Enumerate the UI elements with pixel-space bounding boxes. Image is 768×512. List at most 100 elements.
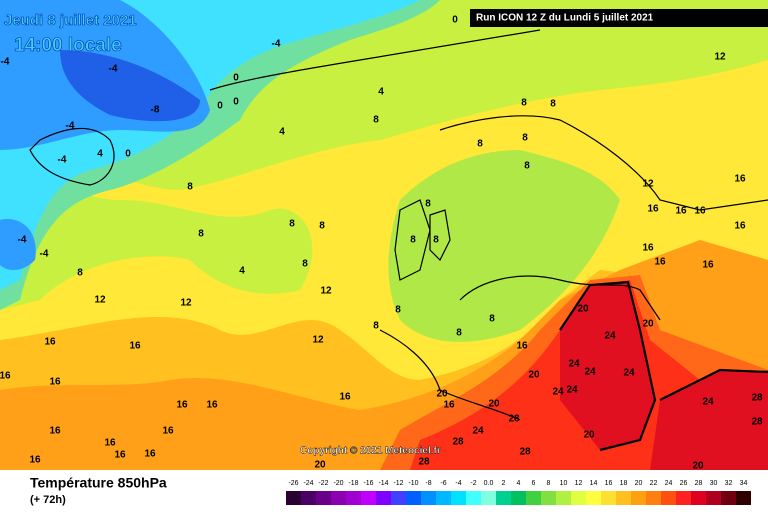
colorbar-swatch [466,491,481,505]
colorbar-label: 4 [517,480,521,487]
contour-label: 16 [206,400,218,411]
contour-label: 8 [550,99,556,110]
colorbar-swatch [661,491,676,505]
cold-core [60,50,200,122]
colorbar-swatch [391,491,406,505]
contour-label: 24 [604,331,616,342]
contour-label: -4 [66,121,75,132]
contour-label: -4 [272,39,281,50]
contour-label: 8 [489,314,495,325]
run-label: Run ICON 12 Z du Lundi 5 juillet 2021 [476,13,654,24]
contour-label: 16 [642,243,654,254]
colorbar-label: -12 [393,480,403,487]
colorbar-swatch [511,491,526,505]
contour-label: 24 [566,385,578,396]
contour-label: 16 [49,377,61,388]
colorbar-swatch [691,491,706,505]
contour-label: 0 [452,15,458,26]
run-label-bg [470,9,768,27]
contour-label: 24 [623,368,635,379]
contour-label: 8 [410,235,416,246]
contour-label: 16 [654,257,666,268]
colorbar: -26 -24 -22 -20 -18 -16 -14 -12 -10 -8 -6 -4 -2 0.0 2 4… [286,480,751,505]
colorbar-label: 34 [740,480,748,487]
colorbar-swatch [706,491,721,505]
contour-label: -4 [58,155,67,166]
colorbar-label: 28 [695,480,703,487]
colorbar-label: -20 [333,480,343,487]
contour-label: 16 [0,371,11,382]
colorbar-swatch [721,491,736,505]
contour-label: 24 [568,359,580,370]
contour-label: 16 [339,392,351,403]
contour-label: 0 [233,97,239,108]
colorbar-label: -18 [348,480,358,487]
colorbar-label: -8 [425,480,431,487]
cold-zone [0,219,36,270]
warm-isotherm [559,280,768,452]
contour-label: 12 [320,286,332,297]
hot-core [560,282,655,450]
contour-label: 4 [97,149,103,160]
mild-zone [388,150,620,342]
colorbar-swatch [286,491,301,505]
contour-label: 8 [521,98,527,109]
colorbar-swatch [301,491,316,505]
contour-label: 16 [144,449,156,460]
colorbar-swatch [586,491,601,505]
contour-label: 8 [524,161,530,172]
contour-label: 4 [239,266,245,277]
colorbar-label: 32 [725,480,733,487]
colorbar-swatch [331,491,346,505]
contour-label: 8 [77,268,83,279]
colorbar-swatch [481,491,496,505]
colorbar-label: 2 [502,480,506,487]
contour-label: 16 [443,400,455,411]
mild-zone [0,177,313,310]
colorbar-swatch [316,491,331,505]
contour-label: -4 [18,235,27,246]
copyright: Copyright © 2021 Meteociel.fr [300,446,441,457]
contour-label: 20 [692,461,704,472]
contour-label: 20 [436,389,448,400]
variable-title: Température 850hPa [30,475,167,491]
colorbar-swatch [556,491,571,505]
contour-label: 20 [528,370,540,381]
contour-label: 24 [472,426,484,437]
contour-label: 12 [180,298,192,309]
contour-label: 20 [583,430,595,441]
colorbar-label: 8 [547,480,551,487]
contour-label: 8 [395,305,401,316]
contour-label: 20 [642,319,654,330]
colorbar-label: 12 [575,480,583,487]
contour-label: 16 [647,204,659,215]
contour-label: 4 [378,87,384,98]
contour-label: 12 [642,179,654,190]
colorbar-label: -26 [288,480,298,487]
forecast-date: Jeudi 8 juillet 2021 [4,12,137,29]
contour-label: 16 [694,206,706,217]
contour-label: 28 [508,414,520,425]
colorbar-label: 24 [665,480,673,487]
colorbar-label: 20 [635,480,643,487]
contour-label: 16 [114,450,126,461]
colorbar-label: -2 [470,480,476,487]
contour-label: 12 [312,335,324,346]
contour-label: -4 [109,64,118,75]
contour-label: 28 [751,417,763,428]
contour-label: -8 [151,105,160,116]
colorbar-label: -4 [455,480,461,487]
colorbar-swatch [496,491,511,505]
colorbar-swatch [421,491,436,505]
colorbar-swatch [631,491,646,505]
contour-label: 16 [734,174,746,185]
contour-label: 12 [94,295,106,306]
contour-label: 8 [425,199,431,210]
colorbar-label: 26 [680,480,688,487]
contour-label: 8 [522,133,528,144]
colorbar-swatch [541,491,556,505]
colorbar-label: 18 [620,480,628,487]
contour-label: 24 [702,397,714,408]
